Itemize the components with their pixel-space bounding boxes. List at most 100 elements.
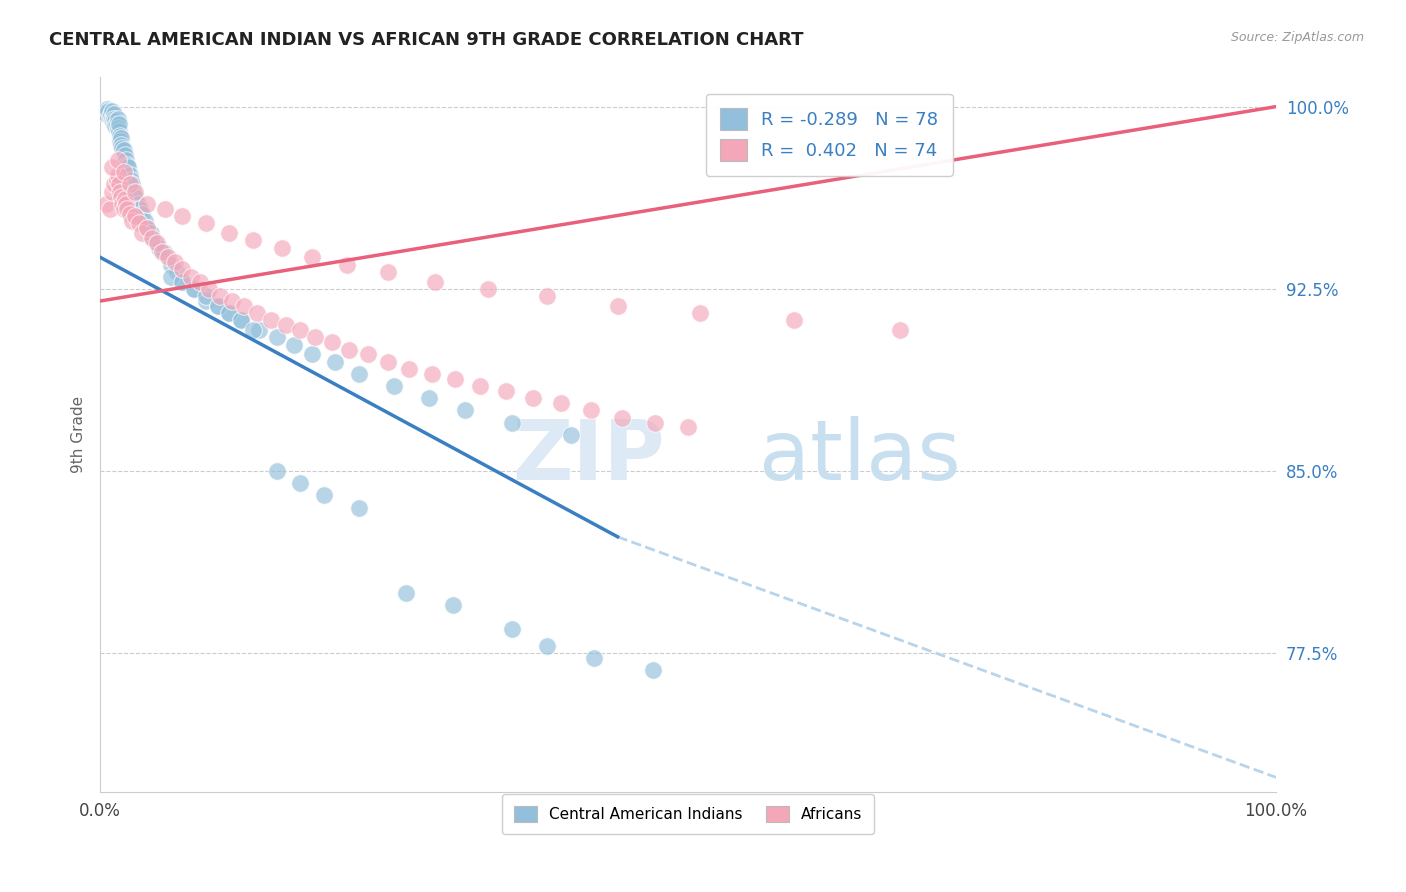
Point (172, 262, 194, 277)
Point (124, 209, 146, 223)
Point (103, 178, 125, 192)
Point (266, 464, 288, 478)
Point (218, 226, 240, 240)
Point (131, 206, 153, 220)
Point (242, 233, 264, 247)
Point (194, 293, 217, 308)
Point (676, 420, 699, 434)
Point (118, 206, 141, 220)
Point (583, 651, 606, 665)
Point (889, 323, 911, 337)
Point (501, 622, 523, 636)
Point (145, 235, 167, 250)
Text: ZIP: ZIP (512, 416, 665, 497)
Point (274, 318, 297, 333)
Point (101, 161, 124, 175)
Point (304, 330, 326, 344)
Point (247, 323, 270, 337)
Point (259, 313, 281, 327)
Point (124, 185, 146, 199)
Point (108, 124, 131, 138)
Point (271, 241, 294, 255)
Point (118, 168, 141, 182)
Point (101, 112, 124, 126)
Point (198, 282, 221, 296)
Point (172, 209, 194, 223)
Point (644, 416, 666, 430)
Point (107, 121, 129, 136)
Point (105, 172, 128, 186)
Point (418, 391, 440, 405)
Point (321, 335, 343, 350)
Point (108, 128, 131, 143)
Legend: Central American Indians, Africans: Central American Indians, Africans (502, 794, 875, 834)
Point (139, 226, 162, 240)
Point (501, 416, 523, 430)
Point (111, 196, 134, 211)
Point (108, 185, 131, 199)
Point (103, 112, 125, 126)
Point (420, 367, 443, 381)
Point (522, 391, 544, 405)
Point (194, 216, 217, 230)
Point (129, 202, 152, 216)
Text: CENTRAL AMERICAN INDIAN VS AFRICAN 9TH GRADE CORRELATION CHART: CENTRAL AMERICAN INDIAN VS AFRICAN 9TH G… (49, 31, 804, 49)
Point (183, 282, 205, 296)
Point (453, 403, 475, 417)
Point (641, 664, 664, 678)
Point (110, 189, 132, 203)
Point (101, 114, 124, 128)
Point (108, 178, 131, 192)
Point (107, 168, 129, 182)
Point (94, 196, 117, 211)
Point (172, 275, 194, 289)
Text: Source: ZipAtlas.com: Source: ZipAtlas.com (1230, 31, 1364, 45)
Point (152, 245, 174, 260)
Point (127, 196, 149, 211)
Point (124, 189, 146, 203)
Point (98, 202, 121, 216)
Point (159, 258, 181, 272)
Point (115, 153, 138, 167)
Point (312, 488, 335, 502)
Point (110, 131, 132, 145)
Point (283, 338, 305, 352)
Point (108, 134, 131, 148)
Point (159, 269, 181, 284)
Text: atlas: atlas (759, 416, 960, 497)
Point (689, 306, 711, 320)
Point (398, 362, 420, 376)
Point (136, 196, 159, 211)
Point (131, 226, 153, 240)
Point (336, 258, 359, 272)
Point (141, 231, 163, 245)
Point (153, 202, 176, 216)
Point (377, 355, 399, 369)
Point (128, 216, 150, 230)
Point (441, 598, 464, 612)
Point (136, 221, 159, 235)
Point (301, 347, 323, 361)
Point (288, 476, 311, 491)
Point (218, 306, 240, 320)
Point (103, 107, 125, 121)
Point (550, 396, 572, 410)
Point (242, 323, 264, 337)
Point (96, 102, 118, 116)
Point (783, 313, 806, 327)
Point (579, 403, 602, 417)
Point (134, 214, 156, 228)
Point (152, 245, 174, 260)
Point (172, 275, 194, 289)
Point (100, 107, 122, 121)
Point (245, 306, 267, 320)
Point (112, 144, 135, 158)
Point (221, 293, 243, 308)
Point (339, 343, 361, 357)
Point (115, 196, 138, 211)
Point (104, 119, 127, 133)
Point (232, 299, 254, 313)
Point (115, 158, 138, 172)
Point (101, 185, 124, 199)
Point (107, 112, 129, 126)
